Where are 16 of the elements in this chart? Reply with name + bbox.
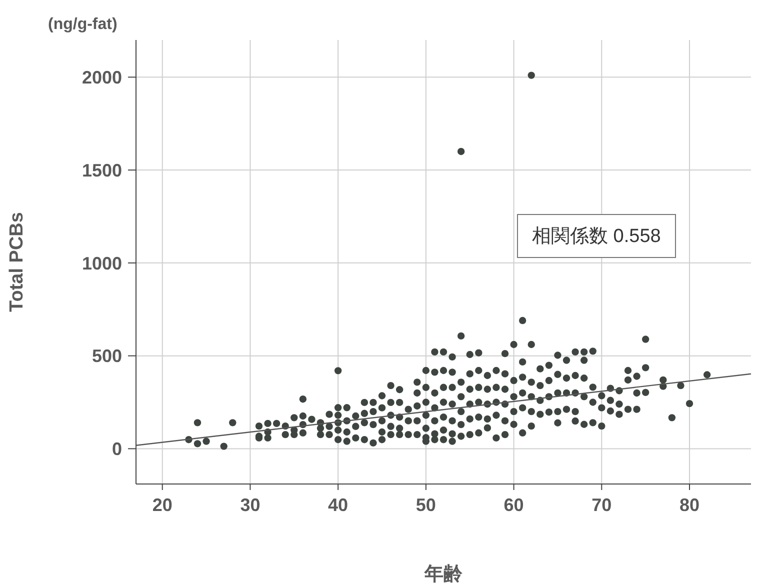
annotation: 相関係数 0.558 [517,214,676,258]
x-tick-label: 60 [504,494,524,515]
x-axis-title: 年齢 [424,564,464,585]
y-tick-label: 1000 [82,253,122,274]
y-tick-label: 2000 [82,68,122,88]
y-tick-label: 500 [92,346,122,366]
x-tick-label: 20 [152,494,172,515]
y-axis-title: Total PCBs [6,212,28,312]
x-tick-label: 70 [592,494,612,515]
x-tick-label: 80 [679,494,700,515]
x-tick-label: 40 [328,494,348,515]
x-tick-label: 50 [416,494,436,515]
y-tick-label: 1500 [82,160,122,180]
x-tick-label: 30 [240,494,260,515]
y-tick-label: 0 [112,439,122,460]
text: (ng/g-fat) [48,16,118,34]
